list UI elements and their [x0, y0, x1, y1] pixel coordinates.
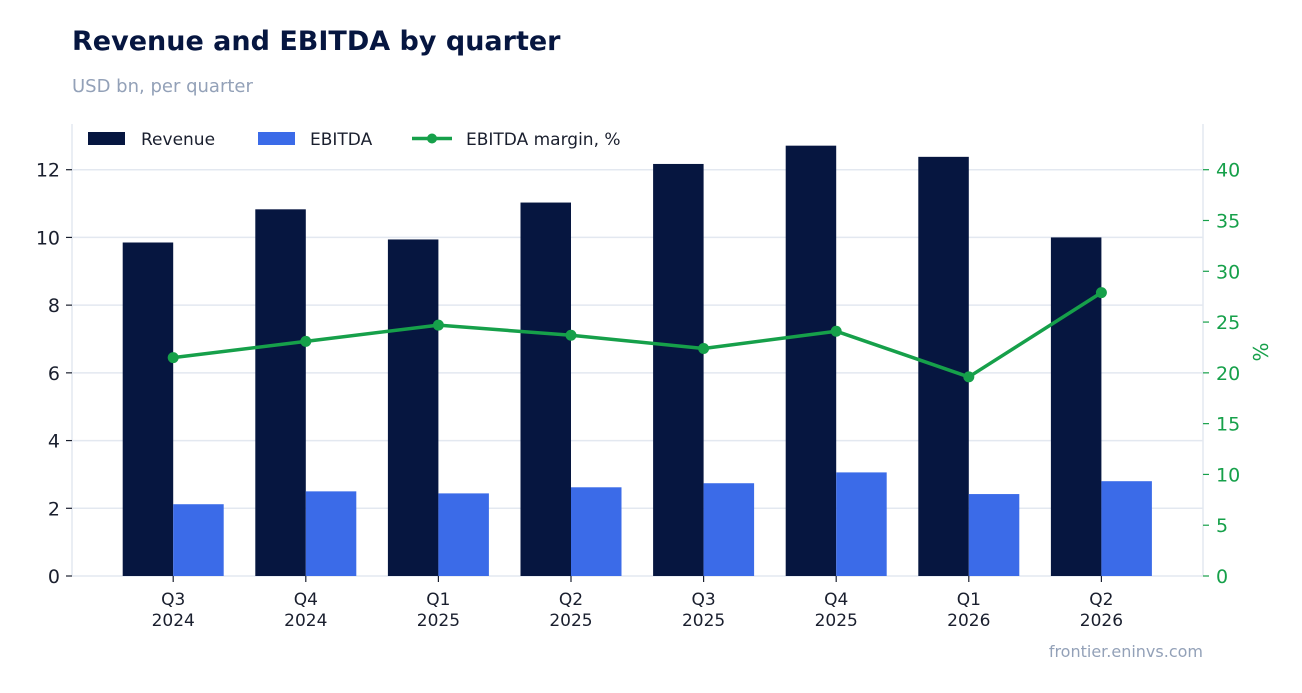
ebitda-margin-point — [167, 352, 179, 364]
revenue-bar — [1050, 237, 1102, 576]
legend-label-ebitda: EBITDA — [310, 130, 373, 150]
revenue-bar — [785, 145, 837, 576]
ebitda-bar — [571, 487, 622, 576]
revenue-bar — [387, 239, 439, 576]
ebitda-bar — [438, 493, 489, 576]
revenue-bar — [255, 209, 306, 576]
y2-tick-label: 40 — [1216, 160, 1240, 182]
y2-tick-label: 15 — [1216, 414, 1240, 436]
legend-label-revenue: Revenue — [141, 130, 215, 150]
x-tick-label-year: 2024 — [284, 611, 327, 631]
ebitda-margin-point — [565, 329, 577, 341]
y-tick-label: 0 — [48, 566, 60, 588]
legend-swatch-margin-point — [427, 133, 437, 144]
ebitda-margin-point — [963, 371, 975, 383]
x-tick-label-year: 2024 — [152, 611, 195, 631]
x-tick-label-quarter: Q1 — [957, 590, 981, 610]
x-tick-label-quarter: Q3 — [161, 590, 185, 610]
x-tick-label-quarter: Q4 — [824, 590, 848, 610]
legend-swatch-ebitda — [258, 132, 295, 145]
ebitda-bar — [703, 483, 755, 576]
y2-axis-label: % — [1249, 342, 1273, 361]
y2-tick-label: 10 — [1216, 464, 1240, 486]
y2-tick-label: 35 — [1216, 210, 1240, 232]
ebitda-margin-point — [698, 342, 710, 354]
y-tick-label: 4 — [48, 431, 60, 453]
y2-tick-label: 0 — [1216, 566, 1228, 588]
ebitda-bar — [173, 504, 224, 576]
chart-title: Revenue and EBITDA by quarter — [72, 26, 561, 57]
y2-tick-label: 25 — [1216, 312, 1240, 334]
ebitda-margin-line — [172, 291, 1103, 379]
x-tick-label-year: 2025 — [549, 611, 592, 631]
y-tick-label: 12 — [36, 160, 60, 182]
x-tick-label-year: 2026 — [947, 611, 990, 631]
source-footer: frontier.eninvs.com — [1048, 642, 1203, 661]
x-tick-label-quarter: Q2 — [1089, 590, 1113, 610]
x-tick-label-year: 2026 — [1080, 611, 1123, 631]
ebitda-margin-point — [830, 325, 842, 337]
ebitda-bar — [968, 494, 1020, 576]
y-tick-label: 8 — [48, 295, 60, 317]
x-tick-label-quarter: Q1 — [426, 590, 450, 610]
revenue-bar — [122, 242, 174, 576]
legend-swatch-revenue — [88, 132, 125, 145]
y-tick-label: 2 — [48, 498, 60, 520]
y2-tick-label: 20 — [1216, 363, 1240, 385]
x-tick-label-year: 2025 — [682, 611, 725, 631]
y2-tick-label: 5 — [1216, 515, 1228, 537]
revenue-bar — [653, 163, 704, 576]
x-tick-label-quarter: Q4 — [294, 590, 318, 610]
revenue-bar — [520, 202, 571, 577]
chart-subtitle: USD bn, per quarter — [72, 76, 253, 97]
ebitda-bar — [305, 491, 357, 576]
x-tick-label-quarter: Q3 — [691, 590, 715, 610]
legend-label-margin: EBITDA margin, % — [466, 130, 621, 150]
x-tick-label-year: 2025 — [815, 611, 858, 631]
ebitda-margin-point — [300, 335, 312, 347]
y2-tick-label: 30 — [1216, 261, 1240, 283]
ebitda-bar — [836, 472, 887, 576]
ebitda-bar — [1101, 481, 1152, 576]
ebitda-margin-point — [432, 319, 444, 331]
ebitda-margin-point — [1095, 287, 1107, 299]
y-tick-label: 6 — [48, 363, 60, 385]
x-tick-label-year: 2025 — [417, 611, 460, 631]
x-tick-label-quarter: Q2 — [559, 590, 583, 610]
y-tick-label: 10 — [36, 227, 60, 249]
